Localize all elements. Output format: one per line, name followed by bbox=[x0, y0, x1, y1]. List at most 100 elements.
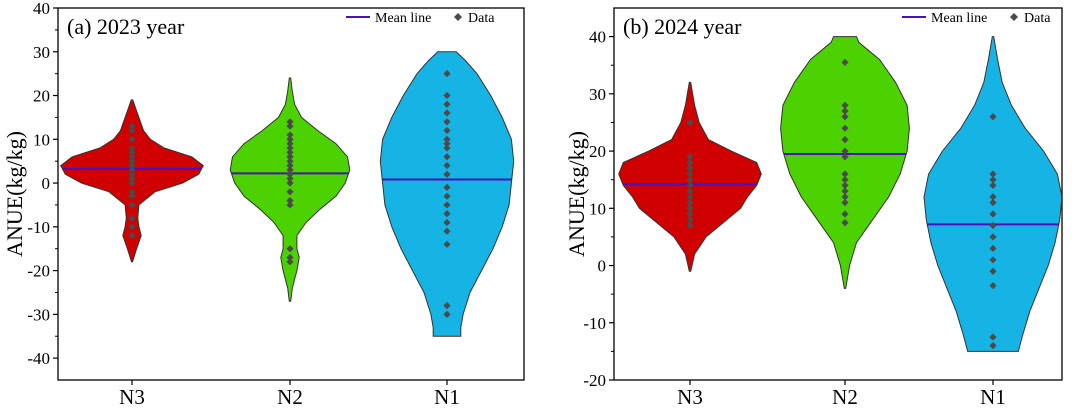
data-point bbox=[128, 175, 136, 183]
data-point bbox=[128, 170, 136, 178]
data-point bbox=[443, 126, 451, 135]
data-point bbox=[128, 153, 136, 161]
data-point bbox=[841, 101, 849, 109]
data-point bbox=[286, 188, 294, 196]
data-point bbox=[841, 136, 849, 144]
data-point bbox=[443, 135, 451, 143]
data-point bbox=[841, 113, 849, 121]
data-point bbox=[443, 183, 451, 192]
data-point bbox=[286, 179, 294, 187]
data-point bbox=[686, 187, 694, 195]
data-point bbox=[841, 176, 849, 184]
data-point bbox=[286, 196, 294, 205]
data-point bbox=[128, 135, 136, 143]
data-point bbox=[286, 122, 294, 130]
data-point bbox=[841, 181, 849, 190]
y-tick-label: -10 bbox=[583, 314, 606, 333]
data-point bbox=[841, 198, 849, 207]
data-point bbox=[686, 164, 694, 172]
data-point bbox=[841, 187, 849, 195]
plot-frame bbox=[57, 7, 525, 381]
data-point bbox=[443, 161, 451, 170]
data-point bbox=[989, 193, 997, 201]
legend-data-swatch bbox=[1010, 13, 1018, 21]
data-point bbox=[686, 198, 694, 207]
data-point bbox=[443, 100, 451, 108]
data-point bbox=[128, 126, 136, 135]
data-point bbox=[443, 302, 451, 310]
data-point bbox=[286, 170, 294, 178]
data-point bbox=[286, 201, 294, 209]
data-point bbox=[686, 221, 694, 230]
y-tick-label: 40 bbox=[33, 0, 50, 18]
data-point bbox=[841, 147, 849, 155]
data-point bbox=[128, 192, 136, 200]
data-point bbox=[989, 170, 997, 178]
data-point bbox=[989, 233, 997, 241]
chart-panel-a: -40 -30 -20 -10 0 10 20 30 40 N3 N2 N1 ANUE(kg/kg) (a… bbox=[2, 0, 525, 409]
data-point bbox=[443, 192, 451, 200]
data-point bbox=[686, 176, 694, 184]
data-point bbox=[286, 258, 294, 266]
data-point bbox=[286, 144, 294, 152]
data-point bbox=[841, 210, 849, 218]
data-point bbox=[841, 107, 849, 115]
data-point bbox=[989, 113, 997, 121]
legend-mean-label: Mean line bbox=[931, 11, 987, 26]
y-tick-label: -30 bbox=[27, 305, 50, 324]
legend: Mean line Data bbox=[902, 11, 1051, 26]
data-point bbox=[841, 219, 849, 227]
data-point bbox=[286, 135, 294, 143]
y-tick-label: 10 bbox=[33, 130, 50, 149]
data-point bbox=[686, 153, 694, 161]
y-tick-label: 30 bbox=[33, 43, 50, 62]
y-axis-label: ANUE(kg/kg) bbox=[2, 131, 27, 257]
data-point bbox=[443, 118, 451, 126]
data-point bbox=[286, 175, 294, 183]
data-point bbox=[443, 140, 451, 148]
legend: Mean line Data bbox=[346, 11, 495, 26]
data-point bbox=[841, 124, 849, 132]
data-point bbox=[686, 181, 694, 190]
data-point bbox=[128, 201, 136, 209]
data-point bbox=[841, 170, 849, 178]
data-point bbox=[443, 91, 451, 100]
data-point bbox=[686, 204, 694, 212]
chart-title: (a) 2023 year bbox=[67, 14, 185, 39]
data-point bbox=[686, 118, 694, 127]
data-point bbox=[989, 210, 997, 218]
y-tick-label: -10 bbox=[27, 218, 50, 237]
y-tick-label: 10 bbox=[589, 199, 606, 218]
data-point bbox=[686, 170, 694, 178]
data-point bbox=[128, 231, 136, 240]
data-point bbox=[128, 166, 136, 174]
data-point bbox=[286, 118, 294, 126]
data-point bbox=[989, 333, 997, 341]
x-tick-label: N3 bbox=[677, 385, 703, 409]
data-point bbox=[686, 210, 694, 218]
data-point bbox=[989, 176, 997, 184]
x-tick-label: N1 bbox=[980, 385, 1006, 409]
data-point bbox=[989, 267, 997, 275]
y-tick-label: 20 bbox=[589, 142, 606, 161]
data-point bbox=[286, 166, 294, 174]
data-point bbox=[286, 131, 294, 139]
data-point bbox=[128, 161, 136, 170]
data-point bbox=[286, 153, 294, 161]
data-point bbox=[989, 256, 997, 264]
x-tick-label: N3 bbox=[119, 385, 145, 409]
data-point bbox=[989, 181, 997, 190]
chart-panel-b: -20 -10 0 10 20 30 40 N3 N2 N1 ANUE(kg/kg) (b) 2024… bbox=[564, 7, 1063, 409]
data-point bbox=[286, 140, 294, 148]
data-point bbox=[989, 281, 997, 290]
y-tick-label: -40 bbox=[27, 349, 50, 368]
data-point bbox=[128, 157, 136, 165]
data-point bbox=[443, 218, 451, 227]
data-point bbox=[286, 253, 294, 262]
data-point bbox=[128, 214, 136, 222]
data-point bbox=[443, 144, 451, 152]
data-point bbox=[686, 158, 694, 167]
data-point bbox=[989, 198, 997, 207]
data-point bbox=[686, 193, 694, 201]
